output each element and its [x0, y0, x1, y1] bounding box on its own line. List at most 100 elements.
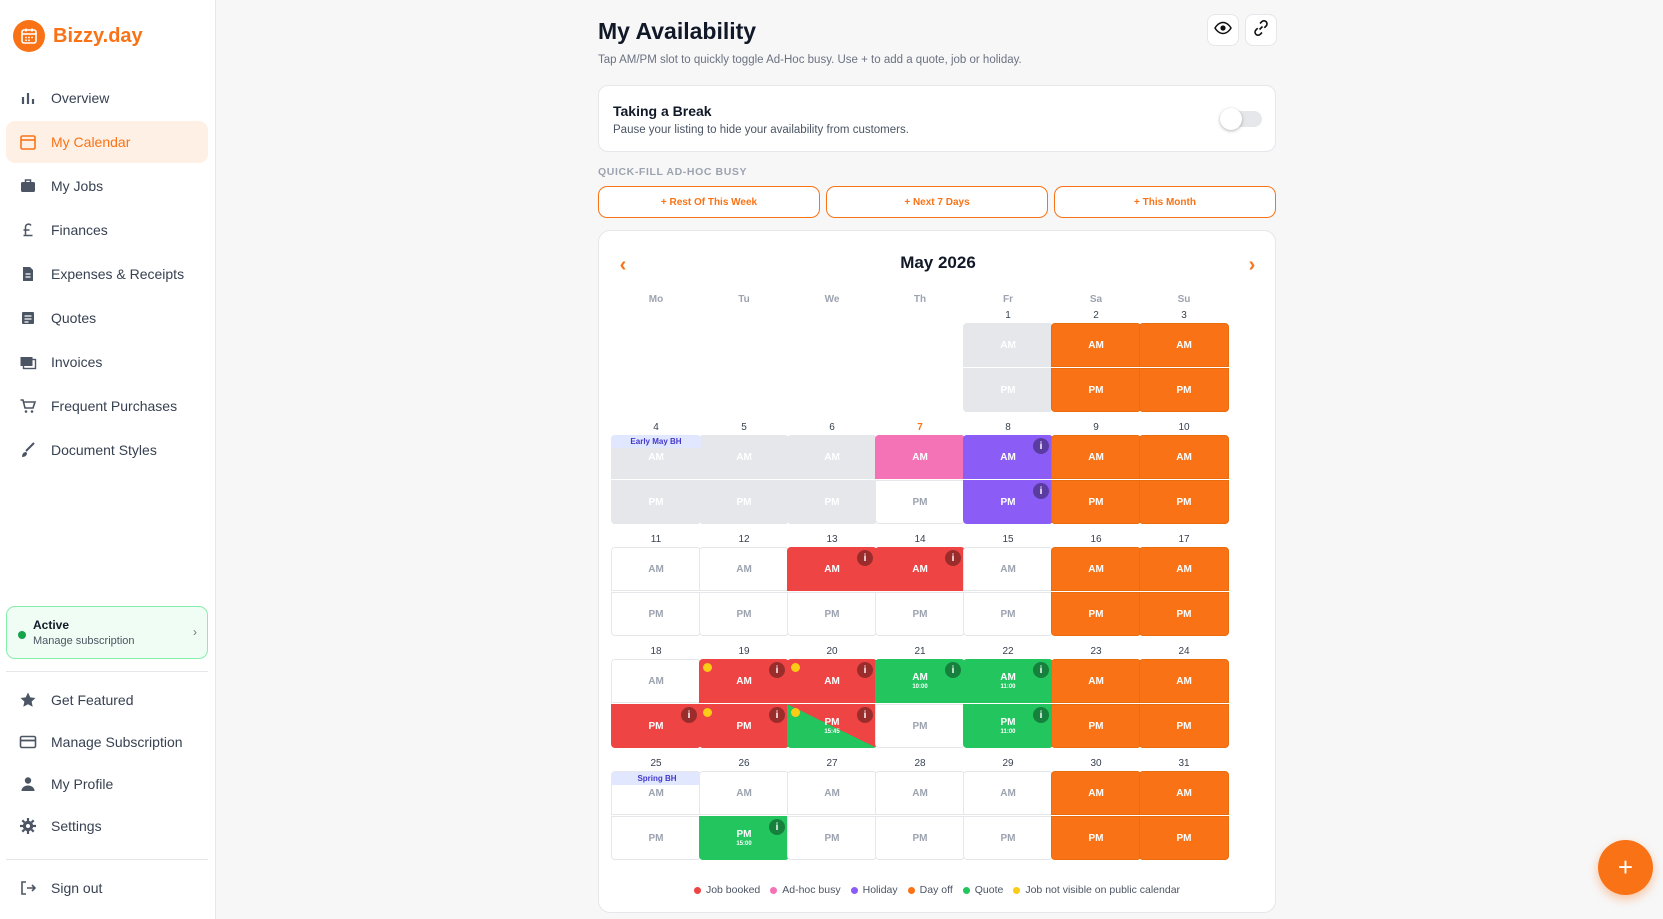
slot-pm[interactable]: PM 15:45 i [787, 704, 877, 748]
slot-pm[interactable]: PM [787, 480, 877, 524]
slot-pm[interactable]: PM [1139, 368, 1229, 412]
info-icon[interactable]: i [769, 662, 785, 678]
slot-pm[interactable]: PM [875, 704, 965, 748]
slot-am[interactable]: AM [1139, 547, 1229, 591]
slot-am[interactable]: AM [1139, 435, 1229, 479]
slot-am[interactable]: AM [699, 771, 789, 815]
slot-am[interactable]: AM [1051, 659, 1141, 703]
slot-pm[interactable]: PM [699, 592, 789, 636]
sidebar-item-my-profile[interactable]: My Profile [6, 764, 208, 804]
slot-pm[interactable]: PM [1139, 816, 1229, 860]
info-icon[interactable]: i [857, 550, 873, 566]
slot-pm[interactable]: PM [1051, 592, 1141, 636]
slot-am[interactable]: AM [787, 771, 877, 815]
next-month-button[interactable]: › [1248, 253, 1256, 276]
slot-pm[interactable]: PM [1051, 816, 1141, 860]
sidebar-item-expenses-receipts[interactable]: Expenses & Receipts [6, 253, 208, 295]
slot-am[interactable]: AM [787, 435, 877, 479]
slot-am[interactable]: AM [963, 323, 1053, 367]
slot-am[interactable]: AM [611, 547, 701, 591]
sidebar-item-settings[interactable]: Settings [6, 806, 208, 846]
subscription-status-card[interactable]: Active Manage subscription › [6, 606, 208, 659]
slot-am[interactable]: AM i [787, 547, 877, 591]
info-icon[interactable]: i [769, 707, 785, 723]
slot-pm[interactable]: PM [611, 816, 701, 860]
app-logo[interactable]: Bizzy.day [13, 20, 143, 52]
slot-pm[interactable]: PM [963, 368, 1053, 412]
slot-pm[interactable]: PM i [699, 704, 789, 748]
slot-am[interactable]: AM i [875, 547, 965, 591]
info-icon[interactable]: i [945, 662, 961, 678]
slot-am[interactable]: AM 11:00 i [963, 659, 1053, 703]
slot-pm[interactable]: PM [963, 816, 1053, 860]
info-icon[interactable]: i [857, 707, 873, 723]
slot-am[interactable]: AM i [963, 435, 1053, 479]
slot-am[interactable]: AM Spring BH [611, 771, 701, 815]
add-fab-button[interactable]: + [1598, 840, 1653, 895]
sidebar-item-document-styles[interactable]: Document Styles [6, 429, 208, 471]
slot-pm[interactable]: PM [611, 480, 701, 524]
sidebar-item-get-featured[interactable]: Get Featured [6, 680, 208, 720]
slot-pm[interactable]: PM [1051, 704, 1141, 748]
sidebar-item-frequent-purchases[interactable]: Frequent Purchases [6, 385, 208, 427]
slot-pm[interactable]: PM [1051, 368, 1141, 412]
slot-pm[interactable]: PM [1139, 704, 1229, 748]
slot-pm[interactable]: PM 11:00 i [963, 704, 1053, 748]
slot-am[interactable]: AM Early May BH [611, 435, 701, 479]
slot-am[interactable]: AM [1139, 323, 1229, 367]
slot-am[interactable]: AM [1051, 435, 1141, 479]
sidebar-item-overview[interactable]: Overview [6, 77, 208, 119]
info-icon[interactable]: i [1033, 707, 1049, 723]
slot-am[interactable]: AM [963, 547, 1053, 591]
slot-am[interactable]: AM i [787, 659, 877, 703]
slot-pm[interactable]: PM [875, 592, 965, 636]
sidebar-item-my-jobs[interactable]: My Jobs [6, 165, 208, 207]
slot-pm[interactable]: PM [875, 480, 965, 524]
prev-month-button[interactable]: ‹ [619, 253, 627, 276]
slot-pm[interactable]: PM 15:00 i [699, 816, 789, 860]
slot-pm[interactable]: PM [699, 480, 789, 524]
slot-am[interactable]: AM [963, 771, 1053, 815]
slot-am[interactable]: AM [611, 659, 701, 703]
info-icon[interactable]: i [1033, 483, 1049, 499]
slot-am[interactable]: AM [1051, 771, 1141, 815]
sign-out-button[interactable]: Sign out [6, 868, 208, 908]
slot-am[interactable]: AM [875, 435, 965, 479]
sidebar-item-quotes[interactable]: Quotes [6, 297, 208, 339]
slot-am[interactable]: AM [1139, 771, 1229, 815]
info-icon[interactable]: i [1033, 662, 1049, 678]
slot-pm[interactable]: PM i [963, 480, 1053, 524]
quickfill-next-7-days-button[interactable]: + Next 7 Days [826, 186, 1048, 218]
preview-button[interactable] [1207, 14, 1239, 46]
sidebar-item-finances[interactable]: Finances [6, 209, 208, 251]
slot-pm[interactable]: PM [875, 816, 965, 860]
slot-am[interactable]: AM 10:00 i [875, 659, 965, 703]
slot-am[interactable]: AM [1051, 547, 1141, 591]
sidebar-item-manage-subscription[interactable]: Manage Subscription [6, 722, 208, 762]
slot-pm[interactable]: PM [1051, 480, 1141, 524]
quickfill-this-month-button[interactable]: + This Month [1054, 186, 1276, 218]
share-link-button[interactable] [1245, 14, 1277, 46]
info-icon[interactable]: i [769, 819, 785, 835]
slot-am[interactable]: AM [699, 435, 789, 479]
info-icon[interactable]: i [681, 707, 697, 723]
slot-pm[interactable]: PM [787, 592, 877, 636]
slot-am[interactable]: AM [1139, 659, 1229, 703]
slot-am[interactable]: AM [1051, 323, 1141, 367]
slot-pm[interactable]: PM [611, 592, 701, 636]
slot-pm[interactable]: PM [787, 816, 877, 860]
sidebar-item-my-calendar[interactable]: My Calendar [6, 121, 208, 163]
sidebar-item-invoices[interactable]: Invoices [6, 341, 208, 383]
break-toggle[interactable] [1220, 108, 1262, 130]
slot-am[interactable]: AM [875, 771, 965, 815]
slot-pm[interactable]: PM [1139, 592, 1229, 636]
slot-pm[interactable]: PM [1139, 480, 1229, 524]
slot-am[interactable]: AM [699, 547, 789, 591]
slot-am[interactable]: AM i [699, 659, 789, 703]
info-icon[interactable]: i [857, 662, 873, 678]
quickfill-rest-of-week-button[interactable]: + Rest Of This Week [598, 186, 820, 218]
slot-pm[interactable]: PM [963, 592, 1053, 636]
info-icon[interactable]: i [1033, 438, 1049, 454]
slot-pm[interactable]: PM i [611, 704, 701, 748]
info-icon[interactable]: i [945, 550, 961, 566]
